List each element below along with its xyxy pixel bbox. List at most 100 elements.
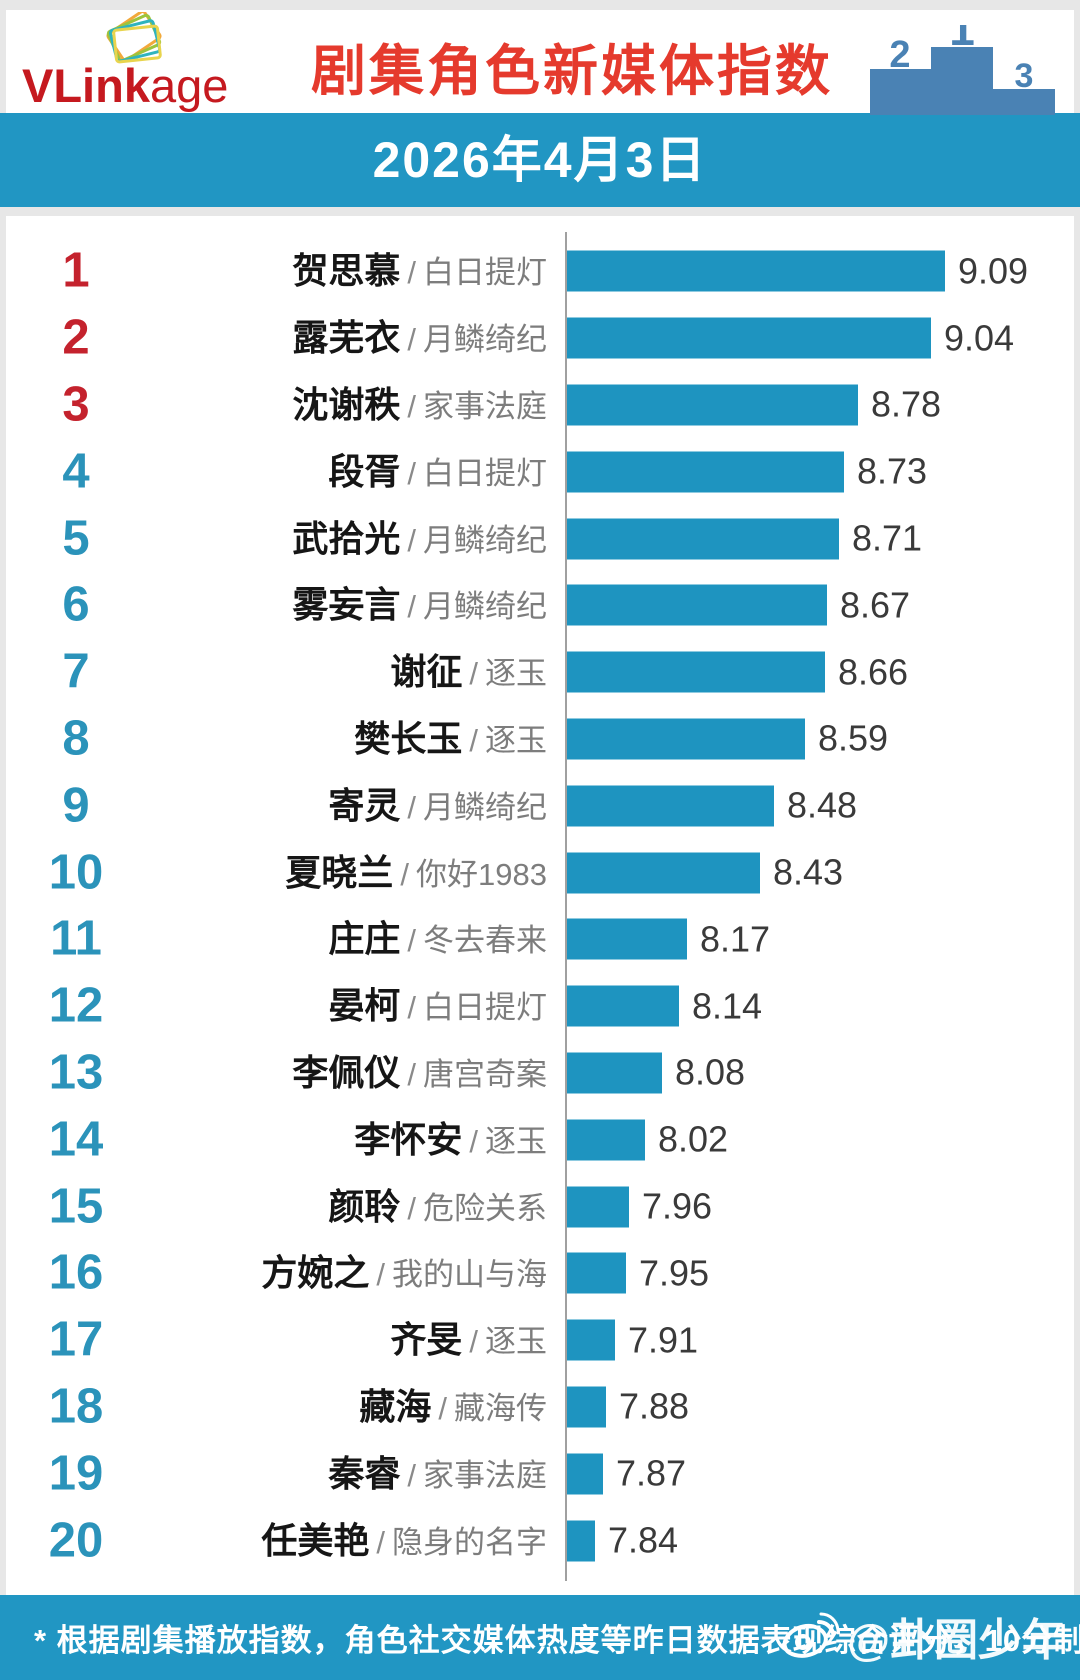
score-bar xyxy=(567,451,844,493)
rank-number: 7 xyxy=(62,644,90,699)
bar-zone: 7.91 xyxy=(567,1319,698,1361)
score-value: 8.67 xyxy=(840,584,911,626)
rank-number: 14 xyxy=(48,1112,104,1167)
row-label: 樊长玉 / 逐玉 xyxy=(6,720,547,758)
bar-zone: 7.96 xyxy=(567,1186,712,1228)
rank-number: 4 xyxy=(62,444,90,499)
header: VLinkage 剧集角色新媒体指数 2 1 3 xyxy=(6,10,1074,115)
separator-slash: / xyxy=(407,789,416,825)
separator-slash: / xyxy=(400,856,410,892)
separator-slash: / xyxy=(469,656,478,692)
bar-zone: 8.48 xyxy=(567,785,857,827)
rank-number: 12 xyxy=(48,978,104,1033)
score-value: 8.73 xyxy=(857,450,928,492)
row-label: 夏晓兰 / 你好1983 xyxy=(6,854,547,892)
separator-slash: / xyxy=(376,1257,385,1293)
score-value: 7.84 xyxy=(608,1519,679,1561)
separator-slash: / xyxy=(407,589,416,625)
score-bar xyxy=(567,1186,629,1228)
ranking-row: 15 颜聆 / 危险关系 7.96 xyxy=(6,1173,1074,1240)
drama-title: 家事法庭 xyxy=(423,388,547,424)
drama-title: 月鳞绮纪 xyxy=(423,789,547,825)
logo-text-bold: VLink xyxy=(22,59,150,112)
ranking-row: 4 段胥 / 白日提灯 8.73 xyxy=(6,438,1074,505)
score-value: 8.78 xyxy=(871,383,942,425)
score-value: 8.17 xyxy=(700,918,771,960)
ranking-row: 3 沈谢秩 / 家事法庭 8.78 xyxy=(6,372,1074,439)
score-bar xyxy=(567,1453,603,1495)
row-label: 露芜衣 / 月鳞绮纪 xyxy=(6,320,547,356)
logo-text-rest: age xyxy=(149,59,229,112)
rank-number: 17 xyxy=(48,1312,104,1367)
vlinkage-logo: VLinkage xyxy=(20,10,260,113)
score-value: 8.14 xyxy=(692,985,763,1027)
drama-title: 月鳞绮纪 xyxy=(423,522,547,558)
ranking-row: 14 李怀安 / 逐玉 8.02 xyxy=(6,1106,1074,1173)
row-label: 任美艳 / 隐身的名字 xyxy=(6,1519,547,1561)
score-bar xyxy=(567,852,760,894)
separator-slash: / xyxy=(407,322,416,358)
drama-title: 白日提灯 xyxy=(423,255,547,291)
bar-zone: 9.09 xyxy=(567,250,1029,292)
separator-slash: / xyxy=(407,255,416,291)
score-bar xyxy=(567,651,825,693)
character-name: 庄庄 xyxy=(328,918,401,960)
drama-title: 逐玉 xyxy=(485,722,547,758)
drama-title: 危险关系 xyxy=(423,1190,547,1226)
podium-icon: 2 1 3 xyxy=(870,25,1055,115)
character-name: 李怀安 xyxy=(354,1118,463,1160)
bar-zone: 9.04 xyxy=(567,317,1015,359)
podium-number-3: 3 xyxy=(1015,57,1034,95)
drama-title: 我的山与海 xyxy=(392,1257,547,1293)
separator-slash: / xyxy=(407,388,416,424)
score-value: 9.09 xyxy=(958,250,1029,292)
watermark: @卦圈少年 xyxy=(781,1604,1066,1668)
bar-zone: 8.02 xyxy=(567,1119,728,1161)
row-label: 沈谢秩 / 家事法庭 xyxy=(6,386,547,424)
character-name: 任美艳 xyxy=(261,1519,370,1561)
score-value: 8.08 xyxy=(675,1051,746,1093)
row-label: 李佩仪 / 唐宫奇案 xyxy=(6,1051,547,1093)
drama-title: 藏海传 xyxy=(454,1390,547,1426)
bar-zone: 8.71 xyxy=(567,517,923,560)
ranking-chart: 1 贺思慕 / 白日提灯 9.09 2 露芜衣 / 月鳞绮纪 9.04 3 沈谢秩 / 家事… xyxy=(6,216,1074,1595)
rank-number: 18 xyxy=(48,1379,104,1434)
ranking-row: 7 谢征 / 逐玉 8.66 xyxy=(6,639,1074,706)
ranking-row: 11 庄庄 / 冬去春来 8.17 xyxy=(6,906,1074,973)
character-name: 段胥 xyxy=(328,450,401,492)
ranking-row: 16 方婉之 / 我的山与海 7.95 xyxy=(6,1240,1074,1307)
ranking-row: 6 雾妄言 / 月鳞绮纪 8.67 xyxy=(6,572,1074,639)
separator-slash: / xyxy=(469,722,478,758)
drama-title: 逐玉 xyxy=(485,1324,547,1360)
drama-title: 逐玉 xyxy=(485,1123,547,1159)
rank-number: 20 xyxy=(48,1513,104,1568)
bar-zone: 8.78 xyxy=(567,383,942,426)
character-name: 李佩仪 xyxy=(292,1051,401,1093)
score-value: 9.04 xyxy=(944,317,1015,359)
ranking-row: 2 露芜衣 / 月鳞绮纪 9.04 xyxy=(6,305,1074,372)
row-label: 雾妄言 / 月鳞绮纪 xyxy=(6,587,547,623)
score-bar xyxy=(567,1252,626,1294)
row-label: 李怀安 / 逐玉 xyxy=(6,1118,547,1160)
character-name: 方婉之 xyxy=(261,1252,370,1294)
separator-slash: / xyxy=(407,923,416,959)
score-bar xyxy=(567,718,805,760)
score-value: 8.71 xyxy=(852,517,923,559)
row-label: 方婉之 / 我的山与海 xyxy=(6,1255,547,1291)
date-banner: 2026年4月3日 xyxy=(0,113,1080,207)
character-name: 寄灵 xyxy=(328,784,401,826)
character-name: 露芜衣 xyxy=(292,317,401,359)
score-bar xyxy=(567,317,931,359)
bar-zone: 7.84 xyxy=(567,1519,679,1562)
score-bar xyxy=(567,584,827,626)
drama-title: 白日提灯 xyxy=(423,990,547,1026)
rank-number: 19 xyxy=(48,1446,104,1501)
character-name: 齐旻 xyxy=(390,1319,463,1361)
character-name: 秦睿 xyxy=(328,1452,401,1494)
rank-number: 11 xyxy=(50,911,102,966)
drama-title: 月鳞绮纪 xyxy=(423,322,547,358)
character-name: 晏柯 xyxy=(328,985,401,1027)
ranking-row: 5 武拾光 / 月鳞绮纪 8.71 xyxy=(6,505,1074,572)
ranking-row: 12 晏柯 / 白日提灯 8.14 xyxy=(6,973,1074,1040)
character-name: 颜聆 xyxy=(328,1185,401,1227)
